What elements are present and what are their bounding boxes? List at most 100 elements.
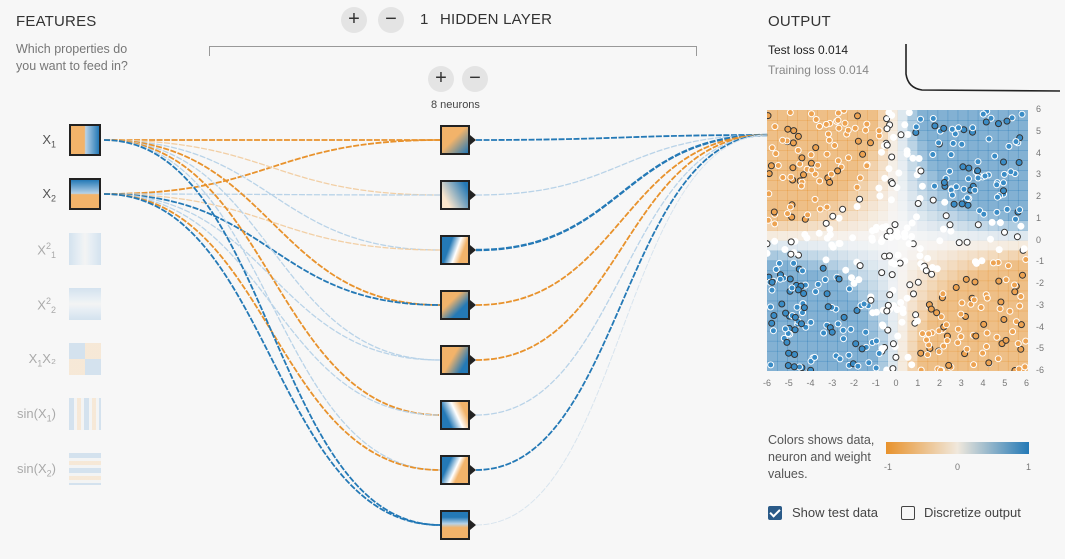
neuron-output-handle: [470, 410, 476, 420]
link[interactable]: [103, 193, 441, 196]
feature-label-base: X: [42, 186, 51, 201]
add-layer-button[interactable]: +: [341, 7, 367, 33]
features-title: FEATURES: [16, 13, 97, 30]
layer-count: 1: [420, 11, 429, 28]
link[interactable]: [103, 193, 441, 361]
legend-max: 1: [1026, 462, 1032, 472]
hidden-layer-label: HIDDEN LAYER: [440, 11, 553, 28]
remove-layer-button[interactable]: −: [378, 7, 404, 33]
feature-tile-sin1[interactable]: [69, 398, 101, 430]
x-axis-tick: 1: [915, 378, 921, 388]
link[interactable]: [475, 134, 769, 141]
y-axis-tick: -2: [1036, 278, 1045, 288]
loss-curve: [905, 44, 1060, 92]
neuron-6[interactable]: [440, 400, 470, 430]
link[interactable]: [475, 134, 769, 416]
link[interactable]: [103, 139, 441, 416]
discretize-output-checkbox[interactable]: [901, 506, 915, 520]
feature-label-x2sq: X22: [8, 296, 56, 315]
link[interactable]: [475, 134, 769, 471]
feature-label-base: sin(X: [17, 406, 47, 421]
training-loss-label: Training loss: [768, 63, 836, 77]
feature-label-base: X: [28, 351, 38, 366]
feature-label-sup: 2: [45, 241, 51, 251]
feature-label-tail: ): [51, 406, 56, 421]
feature-label-sub: 2: [50, 304, 56, 315]
show-test-data-checkbox[interactable]: [768, 506, 782, 520]
x-axis-tick: 2: [937, 378, 943, 388]
feature-label-base: X: [42, 132, 51, 147]
legend-mid: 0: [955, 462, 961, 472]
link[interactable]: [475, 134, 769, 361]
neuron-3[interactable]: [440, 235, 470, 265]
neuron-4[interactable]: [440, 290, 470, 320]
x-axis-tick: 4: [980, 378, 986, 388]
x-axis-tick: 0: [893, 378, 899, 388]
feature-tile-sin2[interactable]: [69, 453, 101, 485]
link[interactable]: [475, 134, 769, 196]
feature-tile-x1x2[interactable]: [69, 343, 101, 375]
layer-bracket: [209, 46, 697, 56]
show-test-data-label[interactable]: Show test data: [792, 505, 878, 520]
y-axis-tick: 2: [1036, 191, 1042, 201]
neuron-7[interactable]: [440, 455, 470, 485]
link[interactable]: [103, 139, 441, 361]
y-axis-tick: 5: [1036, 125, 1042, 136]
x-axis-tick: -3: [828, 378, 837, 388]
color-legend-bar: [886, 442, 1029, 454]
feature-tile-x2[interactable]: [69, 178, 101, 210]
y-axis-tick: -5: [1036, 343, 1045, 354]
feature-tile-x1sq[interactable]: [69, 233, 101, 265]
y-axis-tick: 4: [1036, 147, 1042, 158]
y-axis-tick: -3: [1036, 299, 1045, 310]
link[interactable]: [475, 134, 769, 306]
link[interactable]: [103, 139, 441, 526]
feature-label-tail: X₂: [42, 351, 56, 366]
y-axis-tick: -6: [1036, 365, 1045, 375]
link[interactable]: [103, 139, 441, 251]
x-axis-tick: 3: [958, 378, 964, 388]
neuron-output-handle: [470, 245, 476, 255]
link[interactable]: [103, 139, 441, 306]
output-heatmap: [767, 110, 1028, 371]
neuron-output-handle: [470, 355, 476, 365]
neuron-8[interactable]: [440, 510, 470, 540]
y-axis-tick: 1: [1036, 212, 1042, 223]
test-loss: Test loss 0.014: [768, 43, 848, 57]
link[interactable]: [103, 139, 441, 471]
link[interactable]: [103, 139, 441, 195]
neuron-1[interactable]: [440, 125, 470, 155]
link[interactable]: [103, 193, 441, 306]
link[interactable]: [103, 193, 441, 526]
test-loss-value: 0.014: [818, 43, 849, 57]
link[interactable]: [475, 134, 769, 526]
feature-label-x1: X1: [8, 132, 56, 150]
feature-tile-x1[interactable]: [69, 124, 101, 156]
link[interactable]: [103, 193, 441, 471]
y-axis-tick: 0: [1036, 234, 1042, 245]
feature-label-sub: 2: [46, 468, 52, 479]
feature-label-sin2: sin(X2): [8, 461, 56, 479]
feature-label-base: X: [37, 242, 46, 258]
add-neuron-button[interactable]: +: [428, 66, 454, 92]
feature-label-base: sin(X: [17, 461, 47, 476]
x-axis-tick: -4: [806, 378, 815, 388]
feature-label-sub: 2: [50, 193, 56, 204]
color-legend-text: Colors shows data, neuron and weight val…: [768, 433, 875, 481]
feature-label-sub: 1: [46, 413, 52, 424]
x-axis-tick: -2: [850, 378, 859, 388]
features-question: Which properties do you want to feed in?: [16, 42, 128, 73]
training-loss-value: 0.014: [838, 63, 869, 77]
feature-label-sin1: sin(X1): [8, 406, 56, 424]
neuron-output-handle: [470, 135, 476, 145]
neuron-2[interactable]: [440, 180, 470, 210]
remove-neuron-button[interactable]: −: [462, 66, 488, 92]
link[interactable]: [475, 133, 769, 252]
y-axis-tick: 6: [1036, 104, 1042, 114]
neuron-output-handle: [470, 190, 476, 200]
feature-label-base: X: [37, 297, 46, 313]
neuron-5[interactable]: [440, 345, 470, 375]
feature-tile-x2sq[interactable]: [69, 288, 101, 320]
discretize-output-label[interactable]: Discretize output: [924, 505, 1021, 520]
